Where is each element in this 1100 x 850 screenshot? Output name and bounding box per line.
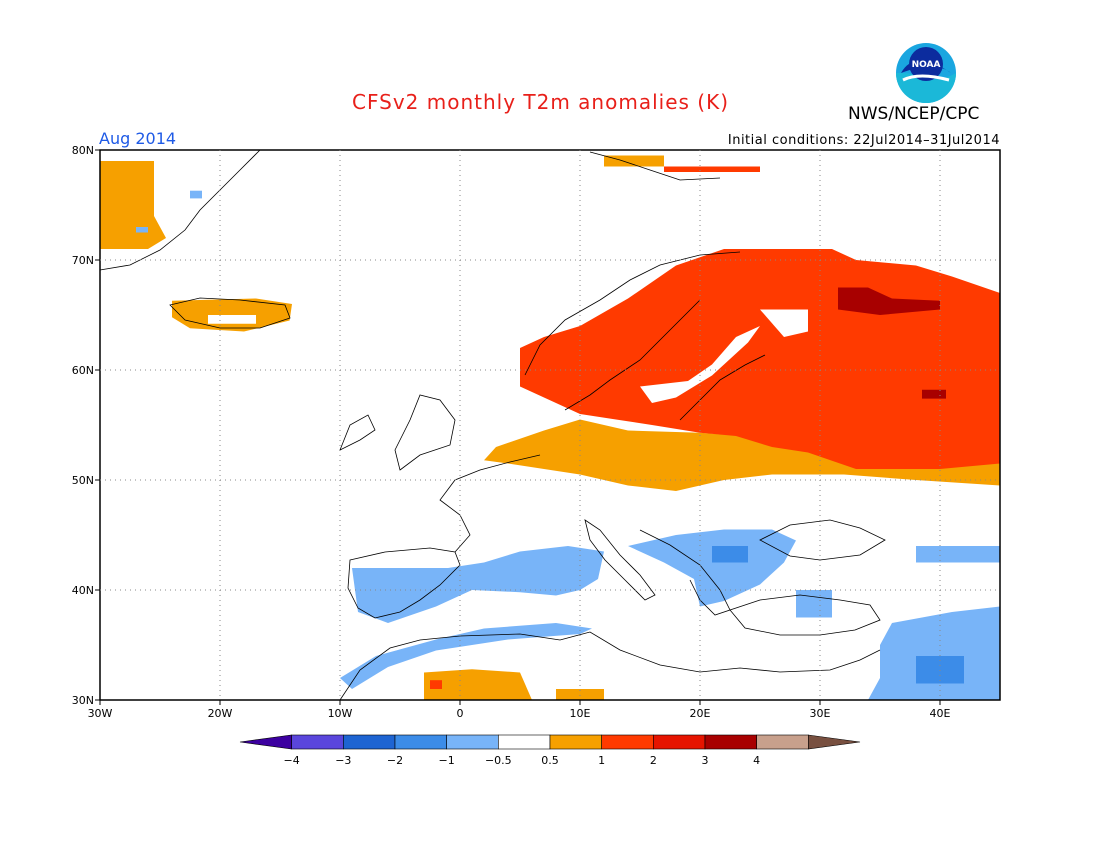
- legend-label: 0.5: [541, 754, 559, 767]
- lat-tick-label: 60N: [72, 364, 94, 377]
- region-sahara-strong: [430, 680, 442, 689]
- legend-swatch: [808, 734, 861, 750]
- region-iceland-core: [208, 315, 256, 324]
- region-balkans-mid: [712, 546, 748, 563]
- region-russia-hot-2: [922, 389, 946, 399]
- initial-conditions: Initial conditions: 22Jul2014–31Jul2014: [727, 133, 1000, 148]
- lon-tick-label: 20E: [690, 707, 711, 720]
- region-sahara-warm: [424, 669, 532, 700]
- legend-label: −0.5: [485, 754, 512, 767]
- graticule: [100, 150, 1000, 700]
- legend-swatch: [446, 734, 499, 750]
- coastline-svalbard: [589, 151, 721, 181]
- region-levant-cool: [868, 606, 1000, 700]
- region-svalbard-strong: [664, 166, 760, 172]
- legend-label: 1: [598, 754, 605, 767]
- lat-tick-label: 70N: [72, 254, 94, 267]
- coastline-iberia: [347, 547, 461, 619]
- legend-label: −3: [335, 754, 351, 767]
- coastline-greenland: [99, 149, 261, 271]
- coastline-iceland: [169, 297, 291, 329]
- region-sweden-gap: [640, 326, 760, 403]
- region-levant-mid: [916, 656, 964, 684]
- region-svalbard-warm: [604, 155, 664, 167]
- noaa-logo: NOAA: [895, 42, 957, 104]
- chart-title: CFSv2 monthly T2m anomalies (K): [352, 90, 729, 114]
- region-sahara-warm-2: [556, 689, 604, 700]
- region-greenland-cool-2: [190, 190, 202, 199]
- anomaly-regions: [100, 155, 1000, 700]
- legend-label: 2: [650, 754, 657, 767]
- legend-swatch: [498, 734, 551, 750]
- region-finland-gap: [760, 309, 808, 337]
- legend-label: 4: [753, 754, 760, 767]
- legend-swatch: [653, 734, 706, 750]
- lon-tick-label: 20W: [208, 707, 233, 720]
- lon-tick-label: 10W: [328, 707, 353, 720]
- legend-swatch: [239, 734, 292, 750]
- legend-label: −1: [439, 754, 455, 767]
- coastlines: [99, 149, 886, 701]
- coastline-africa: [339, 631, 881, 701]
- legend-swatch: [343, 734, 396, 750]
- coastline-france-uk: [339, 394, 541, 553]
- lon-tick-label: 30E: [810, 707, 831, 720]
- region-greenland-warm: [100, 161, 166, 249]
- noaa-logo-text: NOAA: [912, 60, 941, 70]
- legend-swatch: [704, 734, 757, 750]
- region-north-europe-warm: [484, 419, 1000, 491]
- region-greenland-cool: [136, 227, 148, 233]
- legend-label: −4: [284, 754, 300, 767]
- region-anatolia-cool: [796, 590, 832, 618]
- legend-swatch: [394, 734, 447, 750]
- lat-tick-label: 40N: [72, 584, 94, 597]
- region-caucasus-cool: [916, 546, 1000, 563]
- lat-tick-label: 30N: [72, 694, 94, 707]
- map-frame: [99, 149, 1001, 701]
- region-russia-hot: [838, 287, 940, 315]
- region-balkans-cool: [628, 529, 796, 607]
- lon-tick-label: 40E: [930, 707, 951, 720]
- legend-swatch: [549, 734, 602, 750]
- legend-label: 3: [702, 754, 709, 767]
- coastline-black-sea: [759, 519, 886, 561]
- forecast-month: Aug 2014: [99, 129, 177, 148]
- coastline-scandinavia: [524, 251, 766, 421]
- legend-label: −2: [387, 754, 403, 767]
- legend-swatch: [291, 734, 344, 750]
- lon-tick-label: 10E: [570, 707, 591, 720]
- coastline-balkans: [639, 529, 731, 616]
- legend-swatch: [756, 734, 809, 750]
- lon-tick-label: 30W: [88, 707, 113, 720]
- lat-tick-label: 50N: [72, 474, 94, 487]
- lon-tick-label: 0: [457, 707, 464, 720]
- coastline-anatolia: [729, 594, 881, 636]
- lat-tick-label: 80N: [72, 144, 94, 157]
- agency-label: NWS/NCEP/CPC: [848, 104, 980, 124]
- color-legend: −4 −3 −2 −1 −0.5 0.5 1 2 3 4: [239, 734, 861, 767]
- coastline-italy: [584, 519, 656, 601]
- axis-ticks: 30W 20W 10W 0 10E 20E 30E 40E 30N 40N 50N 60N 70N 80N: [72, 144, 951, 720]
- legend-swatch: [601, 734, 654, 750]
- region-iberia-cool: [352, 546, 604, 623]
